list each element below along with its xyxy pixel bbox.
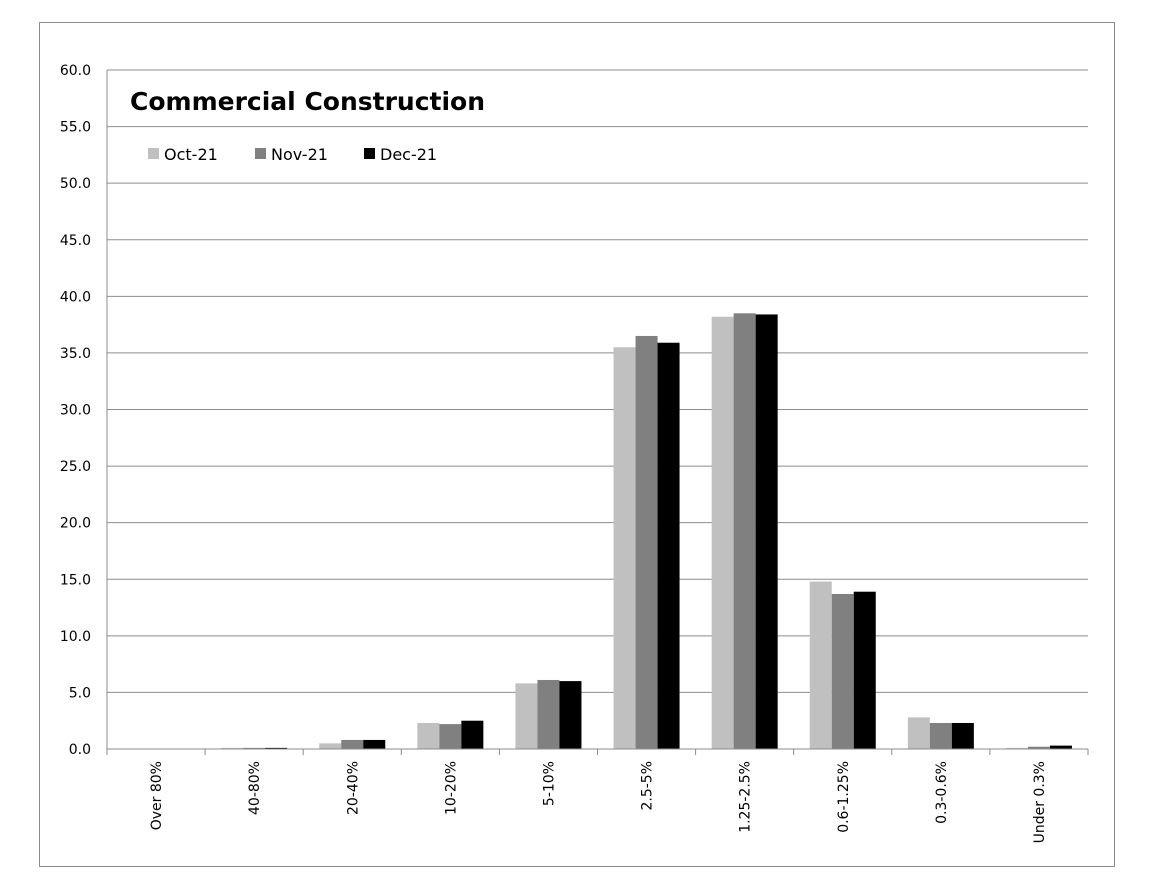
- bar-oct-21-7: [809, 581, 832, 749]
- y-tick-label: 55.0: [60, 120, 91, 136]
- bar-dec-21-3: [461, 720, 484, 749]
- bar-oct-21-6: [711, 316, 734, 749]
- bar-oct-21-9: [1005, 747, 1028, 749]
- bar-dec-21-4: [559, 681, 582, 749]
- bar-oct-21-8: [907, 717, 930, 749]
- bar-oct-21-3: [417, 722, 440, 749]
- bar-oct-21-1: [221, 747, 244, 749]
- x-tick-label: 5-10%: [541, 761, 557, 806]
- bar-oct-21-5: [613, 347, 636, 749]
- x-tick-label: Under 0.3%: [1032, 761, 1048, 843]
- y-tick-label: 35.0: [60, 346, 91, 362]
- bar-nov-21-4: [537, 679, 560, 749]
- bar-oct-21-2: [319, 743, 342, 749]
- x-tick-label: 1.25-2.5%: [738, 761, 754, 833]
- y-tick-label: 40.0: [60, 289, 91, 305]
- legend-label: Oct-21: [164, 145, 218, 164]
- x-axis-ticks: Over 80% 40-80% 20-40% 10-20% 5-10% 2.5-5% 1.2…: [149, 761, 1048, 843]
- x-axis: [106, 70, 1089, 755]
- bar-dec-21-2: [363, 739, 386, 749]
- bar-nov-21-1: [243, 747, 266, 749]
- x-tick-label: 10-20%: [443, 761, 459, 815]
- bar-dec-21-7: [853, 591, 876, 749]
- x-tick-label: Over 80%: [149, 761, 165, 830]
- bar-dec-21-6: [755, 314, 778, 749]
- legend: Oct-21 Nov-21 Dec-21: [148, 145, 437, 164]
- gridlines: [107, 69, 1088, 750]
- legend-label: Dec-21: [380, 145, 437, 164]
- y-tick-label: 50.0: [60, 176, 91, 192]
- bars: [221, 313, 1072, 749]
- legend-swatch-nov-21: [255, 148, 266, 159]
- y-axis-ticks: 0.0 5.0 10.0 15.0 20.0 25.0 30.0 35.0 40.0 45.0 50…: [60, 63, 91, 758]
- x-tick-label: 2.5-5%: [640, 761, 656, 811]
- y-tick-label: 20.0: [60, 516, 91, 532]
- bar-nov-21-2: [341, 739, 364, 749]
- bar-nov-21-7: [831, 593, 854, 749]
- x-tick-label: 0.6-1.25%: [836, 761, 852, 833]
- y-tick-label: 25.0: [60, 459, 91, 475]
- bar-oct-21-4: [515, 683, 538, 749]
- legend-swatch-oct-21: [148, 148, 159, 159]
- legend-swatch-dec-21: [364, 148, 375, 159]
- y-tick-label: 0.0: [69, 742, 91, 758]
- y-tick-label: 30.0: [60, 403, 91, 419]
- chart-title: Commercial Construction: [130, 87, 485, 116]
- bar-nov-21-5: [635, 335, 658, 749]
- y-tick-label: 15.0: [60, 572, 91, 588]
- y-tick-label: 60.0: [60, 63, 91, 79]
- bar-dec-21-8: [951, 722, 974, 749]
- x-tick-label: 0.3-0.6%: [934, 761, 950, 824]
- bar-nov-21-6: [733, 313, 756, 749]
- y-tick-label: 5.0: [69, 685, 91, 701]
- bar-nov-21-8: [929, 722, 952, 749]
- y-tick-label: 45.0: [60, 233, 91, 249]
- bar-dec-21-1: [265, 747, 288, 749]
- legend-label: Nov-21: [271, 145, 328, 164]
- x-tick-label: 40-80%: [247, 761, 263, 815]
- bar-dec-21-9: [1049, 745, 1072, 749]
- bar-nov-21-9: [1027, 746, 1050, 749]
- y-tick-label: 10.0: [60, 629, 91, 645]
- bar-nov-21-3: [439, 724, 462, 749]
- bar-dec-21-5: [657, 342, 680, 749]
- x-tick-label: 20-40%: [345, 761, 361, 815]
